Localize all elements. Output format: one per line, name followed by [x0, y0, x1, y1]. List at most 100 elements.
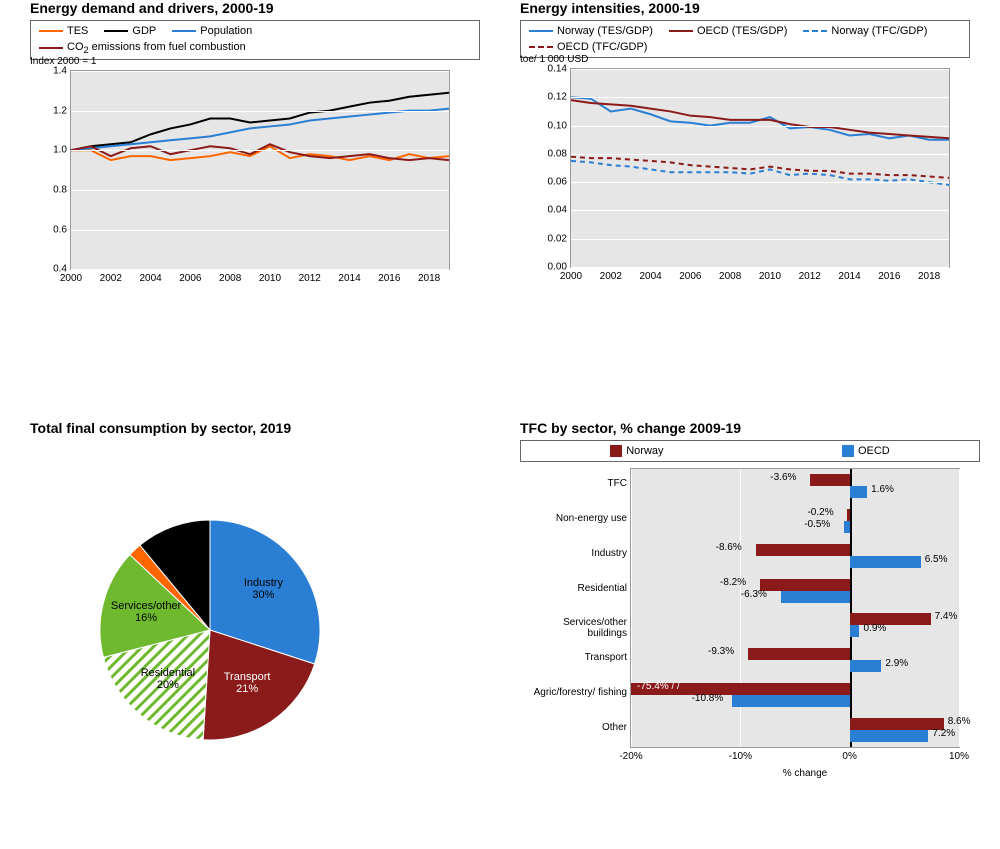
chart1-legend: TESGDPPopulationCO2 emissions from fuel …	[30, 20, 480, 60]
x-tick-label: 2012	[799, 271, 821, 282]
x-tick-label: 2002	[100, 273, 122, 284]
bar-oecd	[844, 521, 849, 533]
legend-item: GDP	[104, 25, 156, 37]
bar-norway	[847, 509, 849, 521]
x-tick-label: -20%	[619, 751, 642, 762]
x-tick-label: 2000	[60, 273, 82, 284]
bar-category-label: Industry	[527, 548, 627, 559]
legend-item: Norway (TES/GDP)	[529, 25, 653, 37]
bar-norway	[850, 613, 931, 625]
bar-value-label: -8.6%	[716, 542, 742, 553]
bar-category-label: Non-energy use	[527, 513, 627, 524]
bars-plot: -20%-10%0%10%TFC-3.6%1.6%Non-energy use-…	[630, 468, 960, 748]
bar-value-label: 0.9%	[864, 623, 887, 634]
bar-value-label: 2.9%	[885, 658, 908, 669]
bar-value-label: -0.2%	[807, 507, 833, 518]
x-tick-label: 2000	[560, 271, 582, 282]
bar-oecd	[732, 695, 850, 707]
chart1-title: Energy demand and drivers, 2000-19	[30, 0, 480, 16]
bar-value-label: 7.2%	[932, 728, 955, 739]
x-tick-label: 2002	[600, 271, 622, 282]
legend-item: OECD (TES/GDP)	[669, 25, 787, 37]
bar-value-label: -9.3%	[708, 646, 734, 657]
x-tick-label: 2006	[179, 273, 201, 284]
y-tick-label: 0.6	[53, 224, 67, 235]
bar-norway	[756, 544, 850, 556]
legend-item: Population	[172, 25, 252, 37]
x-tick-label: 2016	[878, 271, 900, 282]
chart2-title: Energy intensities, 2000-19	[520, 0, 970, 16]
x-tick-label: 2018	[918, 271, 940, 282]
series-line-oecd_tes	[571, 100, 949, 138]
bar-value-label: -75.4% / /	[637, 681, 680, 692]
x-tick-label: 2006	[679, 271, 701, 282]
pie-label: Industry30%	[223, 577, 303, 601]
y-tick-label: 1.2	[53, 105, 67, 116]
y-tick-label: 0.02	[548, 233, 567, 244]
bar-norway	[810, 474, 849, 486]
x-tick-label: 2010	[759, 271, 781, 282]
bars-x-title: % change	[783, 768, 827, 779]
bar-value-label: -0.5%	[804, 519, 830, 530]
bar-norway	[760, 579, 850, 591]
bar-category-label: Agric/forestry/ fishing	[527, 687, 627, 698]
chart-energy-intensity: Energy intensities, 2000-19 Norway (TES/…	[520, 0, 970, 268]
y-tick-label: 0.10	[548, 120, 567, 131]
bar-value-label: 1.6%	[871, 484, 894, 495]
legend-item: OECD (TFC/GDP)	[529, 41, 647, 53]
x-tick-label: 2012	[299, 273, 321, 284]
bar-category-label: Services/other buildings	[527, 617, 627, 639]
bar-oecd	[850, 625, 860, 637]
legend-item: CO2 emissions from fuel combustion	[39, 41, 246, 55]
y-tick-label: 0.8	[53, 184, 67, 195]
bar-oecd	[781, 591, 850, 603]
bar-value-label: -8.2%	[720, 577, 746, 588]
bar-value-label: -6.3%	[741, 589, 767, 600]
pie-label: Transport21%	[207, 671, 287, 695]
bar-category-label: Transport	[527, 652, 627, 663]
bars-title: TFC by sector, % change 2009-19	[520, 420, 980, 436]
x-tick-label: 2004	[639, 271, 661, 282]
legend-item: Norway	[610, 445, 663, 457]
chart-pie-tfc: Total final consumption by sector, 2019 …	[30, 420, 480, 780]
chart-bars-tfc-change: TFC by sector, % change 2009-19 Norway OE…	[520, 420, 980, 748]
x-tick-label: 2004	[139, 273, 161, 284]
y-tick-label: 0.12	[548, 92, 567, 103]
x-tick-label: -10%	[729, 751, 752, 762]
chart2-legend: Norway (TES/GDP) OECD (TES/GDP) Norway (TF…	[520, 20, 970, 58]
legend-item: Norway (TFC/GDP)	[803, 25, 927, 37]
y-tick-label: 0.04	[548, 205, 567, 216]
legend-item: OECD	[842, 445, 890, 457]
bar-oecd	[850, 730, 929, 742]
pie-label: Residential20%	[128, 667, 208, 691]
x-tick-label: 2016	[378, 273, 400, 284]
x-tick-label: 0%	[842, 751, 856, 762]
x-tick-label: 2010	[259, 273, 281, 284]
x-tick-label: 10%	[949, 751, 969, 762]
x-tick-label: 2008	[719, 271, 741, 282]
x-tick-label: 2018	[418, 273, 440, 284]
bar-value-label: -3.6%	[770, 472, 796, 483]
x-tick-label: 2014	[838, 271, 860, 282]
chart1-plot: 0.40.60.81.01.21.42000200220042006200820…	[70, 70, 450, 270]
chart-energy-demand: Energy demand and drivers, 2000-19 TESGD…	[30, 0, 480, 270]
bar-value-label: 7.4%	[935, 611, 958, 622]
bar-oecd	[850, 556, 921, 568]
y-tick-label: 0.14	[548, 64, 567, 75]
y-tick-label: 1.4	[53, 66, 67, 77]
y-tick-label: 1.0	[53, 145, 67, 156]
pie-label: Services/other16%	[106, 600, 186, 624]
y-tick-label: 0.08	[548, 148, 567, 159]
bar-oecd	[850, 486, 867, 498]
bar-norway	[850, 718, 944, 730]
bar-oecd	[850, 660, 882, 672]
x-tick-label: 2008	[219, 273, 241, 284]
series-line-population	[71, 109, 449, 151]
series-line-gdp	[71, 93, 449, 150]
bar-category-label: Residential	[527, 583, 627, 594]
bar-category-label: Other	[527, 722, 627, 733]
chart2-plot: 0.000.020.040.060.080.100.120.1420002002…	[570, 68, 950, 268]
y-tick-label: 0.06	[548, 177, 567, 188]
bars-legend: Norway OECD	[520, 440, 980, 462]
bar-value-label: 6.5%	[925, 554, 948, 565]
